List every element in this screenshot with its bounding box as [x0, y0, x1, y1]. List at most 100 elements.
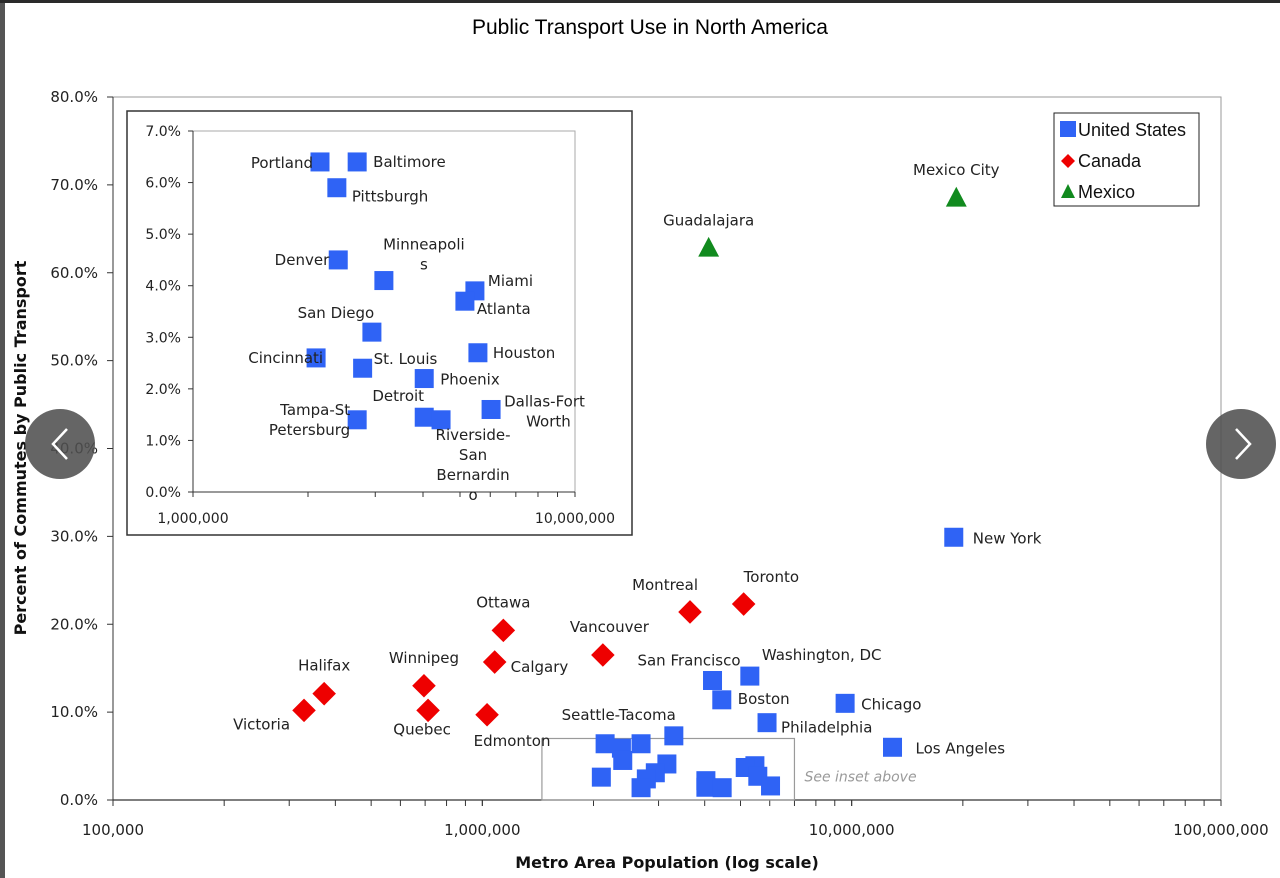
point-label: Pittsburgh [352, 188, 428, 206]
point-winnipeg: Winnipeg [389, 649, 459, 698]
point-label: Dallas-Fort Worth [504, 392, 585, 430]
point-label: New York [973, 529, 1042, 547]
y-tick-label: 70.0% [50, 176, 98, 194]
square-marker-icon [362, 322, 382, 342]
square-marker-icon [468, 343, 488, 363]
window-frame-left [0, 0, 5, 878]
inset-y-tick-label: 1.0% [145, 433, 181, 449]
point-chicago: Chicago [835, 693, 921, 713]
inset-point-portland: Portland [251, 152, 330, 172]
square-marker-icon [613, 750, 633, 770]
next-image-button[interactable] [1206, 409, 1276, 479]
square-marker-icon [327, 178, 347, 198]
window-frame-top [0, 0, 1280, 3]
diamond-marker-icon [412, 673, 436, 698]
square-marker-icon [414, 369, 434, 389]
inset-y-tick-label: 7.0% [145, 124, 181, 140]
point-portland-overview [595, 734, 615, 754]
point-philadelphia: Philadelphia [757, 713, 872, 737]
inset-y-tick-label: 5.0% [145, 227, 181, 243]
point-label: Quebec [393, 720, 451, 738]
legend: United States Canada Mexico [1053, 112, 1200, 207]
triangle-marker-icon [698, 236, 720, 257]
legend-box [1053, 112, 1200, 207]
point-label: St. Louis [374, 350, 438, 368]
point-montreal: Montreal [632, 576, 702, 624]
main-points: New York Los Angeles Chicago Washington, DC… [233, 161, 1042, 798]
diamond-marker-icon [416, 698, 440, 723]
point-dallas-fort-worth-overview [761, 776, 781, 796]
inset-point-detroit: Detroit [372, 387, 434, 427]
point-ottawa: Ottawa [476, 593, 530, 643]
inset-point-minneapolis: Minneapoli s [374, 236, 465, 291]
point-quebec: Quebec [393, 698, 451, 738]
point-label: Boston [738, 690, 790, 708]
point-los-angeles: Los Angeles [883, 737, 1005, 757]
point-denver-overview [613, 750, 633, 770]
square-marker-icon [944, 527, 964, 547]
point-label: Toronto [743, 568, 799, 586]
point-toronto: Toronto [731, 568, 799, 616]
point-label: Detroit [372, 387, 424, 405]
y-tick-label: 10.0% [50, 703, 98, 721]
point-label: Montreal [632, 576, 698, 594]
point-new-york: New York [944, 527, 1042, 547]
inset-point-dallas-fort-worth: Dallas-Fort Worth [481, 392, 585, 430]
inset-point-houston: Houston [468, 343, 555, 363]
previous-image-button[interactable] [25, 409, 95, 479]
point-halifax: Halifax [298, 657, 350, 706]
point-tampa-st-petersburg-overview [631, 778, 651, 798]
square-marker-icon [703, 670, 723, 690]
point-vancouver: Vancouver [570, 618, 650, 667]
point-san-francisco: San Francisco [637, 651, 741, 690]
inset-point-atlanta: Atlanta [455, 291, 531, 318]
inset-axes: 0.0% 1.0% 2.0% 3.0% 4.0% 5.0% 6.0% 7.0% 1,000,00… [145, 124, 615, 527]
inset-point-pittsburgh: Pittsburgh [327, 178, 428, 206]
legend-label: Canada [1078, 151, 1142, 171]
point-label: Ottawa [476, 593, 530, 611]
point-label: Halifax [298, 657, 350, 675]
point-label: Cincinnati [248, 349, 323, 367]
square-marker-icon [631, 734, 651, 754]
x-tick-label: 100,000,000 [1173, 821, 1268, 839]
y-tick-label: 20.0% [50, 615, 98, 633]
point-label: Denver [275, 251, 330, 269]
inset-point-riverside-san-bernardino: Riverside-San Bernardin o [431, 410, 511, 504]
chart-title: Public Transport Use in North America [472, 16, 828, 39]
square-marker-icon [374, 271, 394, 291]
diamond-marker-icon [292, 698, 316, 723]
x-tick-label: 1,000,000 [444, 821, 520, 839]
diamond-marker-icon [1061, 154, 1075, 168]
square-marker-icon [310, 152, 330, 172]
chevron-left-icon [51, 428, 68, 460]
y-tick-label: 0.0% [60, 791, 98, 809]
square-marker-icon [353, 358, 373, 378]
point-label: Victoria [233, 715, 290, 733]
inset-x-tick-label: 10,000,000 [535, 511, 615, 527]
point-label: Houston [493, 344, 555, 362]
square-marker-icon [306, 348, 326, 368]
square-marker-icon [481, 399, 501, 419]
point-label: Philadelphia [781, 719, 872, 737]
inset-point-phoenix: Phoenix [414, 369, 500, 389]
point-label: Baltimore [373, 153, 446, 171]
point-label: Miami [488, 272, 533, 290]
y-tick-label: 80.0% [50, 88, 98, 106]
diamond-marker-icon [591, 643, 615, 667]
x-axis-title: Metro Area Population (log scale) [515, 853, 819, 872]
square-marker-icon [455, 291, 475, 311]
point-label: Guadalajara [663, 211, 754, 229]
point-label: San Francisco [637, 651, 740, 669]
square-marker-icon [835, 693, 855, 713]
point-label: Portland [251, 154, 313, 172]
square-marker-icon [712, 778, 732, 798]
point-riverside-san-bernardino-overview [712, 778, 732, 798]
square-marker-icon [1060, 121, 1076, 137]
y-axis-title: Percent of Commutes by Public Transport [11, 260, 30, 635]
square-marker-icon [631, 778, 651, 798]
point-label: Chicago [861, 695, 921, 713]
square-marker-icon [347, 152, 367, 172]
inset-point-cincinnati: Cincinnati [248, 348, 326, 368]
chevron-right-icon [1235, 428, 1252, 460]
